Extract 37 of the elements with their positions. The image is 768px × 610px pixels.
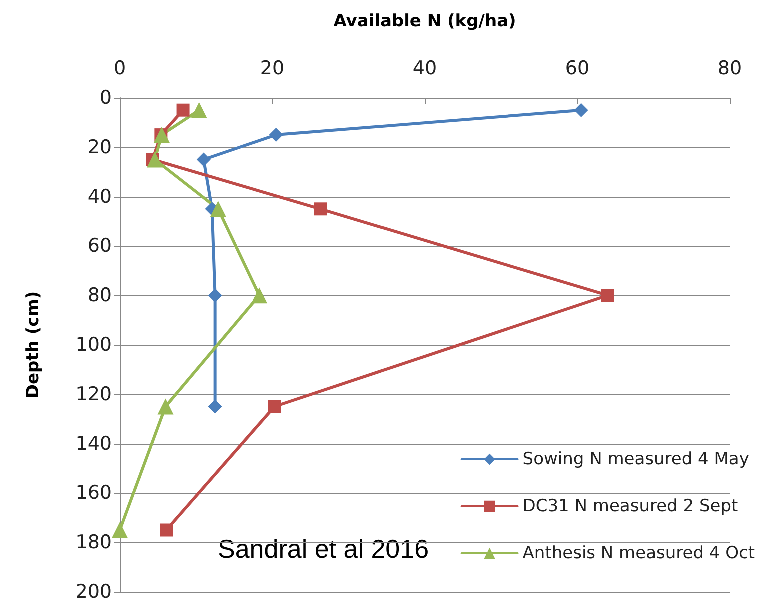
x-tick-label: 20 [260, 58, 285, 80]
y-tick-label: 160 [76, 482, 112, 504]
y-axis-title: Depth (cm) [24, 291, 44, 399]
point [208, 400, 222, 414]
x-tick-label: 60 [565, 58, 590, 80]
y-tick-label: 200 [76, 581, 112, 603]
point [160, 524, 174, 537]
legend-label: Sowing N measured 4 May [522, 450, 750, 470]
point [210, 201, 226, 218]
x-tick-label: 0 [114, 58, 126, 80]
y-tick-label: 20 [88, 136, 112, 158]
point [191, 102, 208, 118]
x-tick-label: 40 [412, 58, 438, 80]
point [158, 398, 174, 415]
y-tick-label: 100 [76, 334, 112, 356]
x-tick-label: 80 [718, 58, 742, 80]
point [268, 400, 282, 414]
legend-label: Anthesis N measured 4 Oct [522, 544, 756, 564]
y-tick-label: 120 [76, 383, 112, 406]
x-axis-title: Available N (kg/ha) [334, 12, 516, 32]
point [196, 152, 211, 167]
y-tick-label: 80 [88, 284, 112, 307]
y-tick-label: 140 [76, 432, 112, 455]
point [269, 128, 284, 142]
point [602, 289, 614, 302]
point [252, 288, 268, 304]
point [574, 103, 588, 118]
point [208, 288, 222, 303]
y-tick-label: 40 [88, 186, 112, 208]
y-tick-label: 60 [88, 235, 112, 258]
point [314, 202, 328, 216]
point [176, 104, 190, 117]
y-tick-label: 0 [100, 87, 112, 109]
legend-label: DC31 N measured 2 Sept [522, 496, 738, 516]
point [147, 152, 164, 168]
point [112, 522, 128, 538]
y-tick-label: 180 [76, 532, 112, 554]
